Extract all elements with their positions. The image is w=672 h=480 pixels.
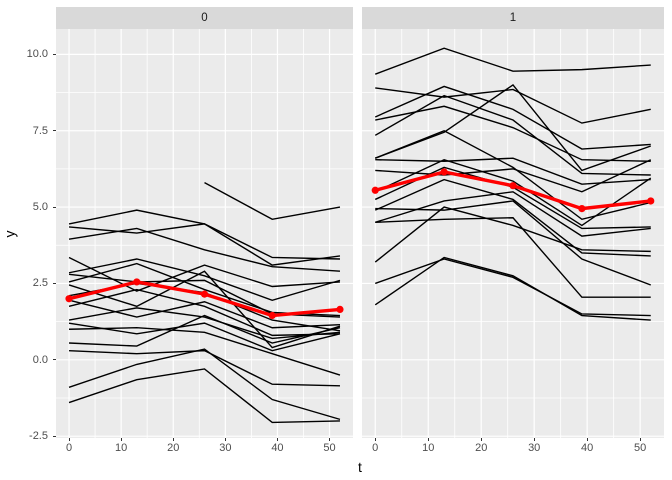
x-tick-label: 10 <box>422 442 435 454</box>
x-tick-label: 0 <box>372 442 379 454</box>
subject-line <box>69 327 341 376</box>
y-tick-mark <box>53 359 56 361</box>
x-tick-label: 20 <box>167 442 180 454</box>
x-axis-title: t <box>358 459 362 475</box>
panel-background-1 <box>362 29 664 438</box>
mean-point <box>65 295 73 303</box>
facet-strip-1: 1 <box>362 7 664 29</box>
facet-strip-0: 0 <box>56 7 353 29</box>
y-tick-mark <box>53 206 56 208</box>
y-tick-label: 0.0 <box>32 353 48 366</box>
subject-line <box>68 368 340 424</box>
facet-strip-1-label: 1 <box>509 12 517 24</box>
subject-line <box>68 314 341 347</box>
x-tick-mark <box>374 438 376 441</box>
y-tick-mark <box>53 130 56 132</box>
x-tick-label: 0 <box>65 442 73 454</box>
mean-point <box>133 278 141 286</box>
mean-point <box>647 197 655 205</box>
x-tick-mark <box>329 438 331 441</box>
facet-strip-0-label: 0 <box>201 12 208 24</box>
x-tick-mark <box>480 438 482 441</box>
subject-line <box>374 158 652 227</box>
subject-line <box>374 85 651 150</box>
subject-line <box>68 258 341 301</box>
subject-line <box>374 256 651 321</box>
x-tick-label: 50 <box>323 442 336 454</box>
mean-point <box>440 168 448 176</box>
mean-point <box>371 186 379 194</box>
subject-line <box>68 348 341 421</box>
subject-line <box>204 182 341 221</box>
subject-line <box>68 288 340 337</box>
mean-point <box>578 205 586 213</box>
x-tick-label: 30 <box>528 442 541 454</box>
subject-line <box>375 87 651 124</box>
subject-line <box>68 270 341 349</box>
x-tick-mark <box>276 438 278 441</box>
x-tick-label: 30 <box>219 442 232 454</box>
subject-line <box>375 105 651 162</box>
x-tick-mark <box>120 438 122 441</box>
x-tick-mark <box>427 438 429 441</box>
subject-line <box>68 322 341 352</box>
x-tick-label: 10 <box>115 442 128 454</box>
x-tick-mark <box>533 438 535 441</box>
y-tick-mark <box>53 435 56 437</box>
subject-line <box>375 157 651 185</box>
subject-line <box>374 178 651 257</box>
x-tick-mark <box>639 438 641 441</box>
y-axis-title: y <box>1 230 18 238</box>
subject-line <box>374 129 651 221</box>
subject-line <box>375 159 652 193</box>
x-tick-label: 40 <box>581 442 594 454</box>
y-tick-label: 7.5 <box>32 124 48 137</box>
subject-line <box>68 227 341 272</box>
subject-line <box>68 223 340 260</box>
subject-line <box>374 206 651 263</box>
y-tick-label: 5.0 <box>32 201 48 214</box>
subject-line <box>375 258 651 317</box>
y-tick-label: 10.0 <box>26 48 48 61</box>
subject-line <box>374 47 651 75</box>
y-tick-label: -2.5 <box>29 430 48 443</box>
subject-line <box>375 200 652 286</box>
y-tick-label: 2.5 <box>32 277 48 290</box>
y-tick-mark <box>53 282 56 284</box>
subject-line <box>375 191 651 237</box>
subject-line <box>68 307 341 340</box>
mean-point <box>200 290 209 298</box>
x-tick-label: 50 <box>634 442 647 454</box>
mean-point <box>336 305 344 314</box>
x-tick-mark <box>586 438 588 441</box>
x-tick-mark <box>68 438 70 441</box>
x-tick-label: 40 <box>271 442 284 454</box>
subject-line <box>374 94 651 176</box>
x-tick-mark <box>224 438 226 441</box>
mean-point <box>268 311 276 320</box>
panel-1-plot-area <box>362 29 664 438</box>
subject-line <box>68 349 340 387</box>
subject-line <box>374 83 651 172</box>
subject-line <box>375 217 651 298</box>
mean-point <box>509 182 517 190</box>
panel-0-plot-area <box>56 29 353 438</box>
x-tick-label: 20 <box>475 442 488 454</box>
y-tick-mark <box>53 53 56 55</box>
x-tick-mark <box>172 438 174 441</box>
